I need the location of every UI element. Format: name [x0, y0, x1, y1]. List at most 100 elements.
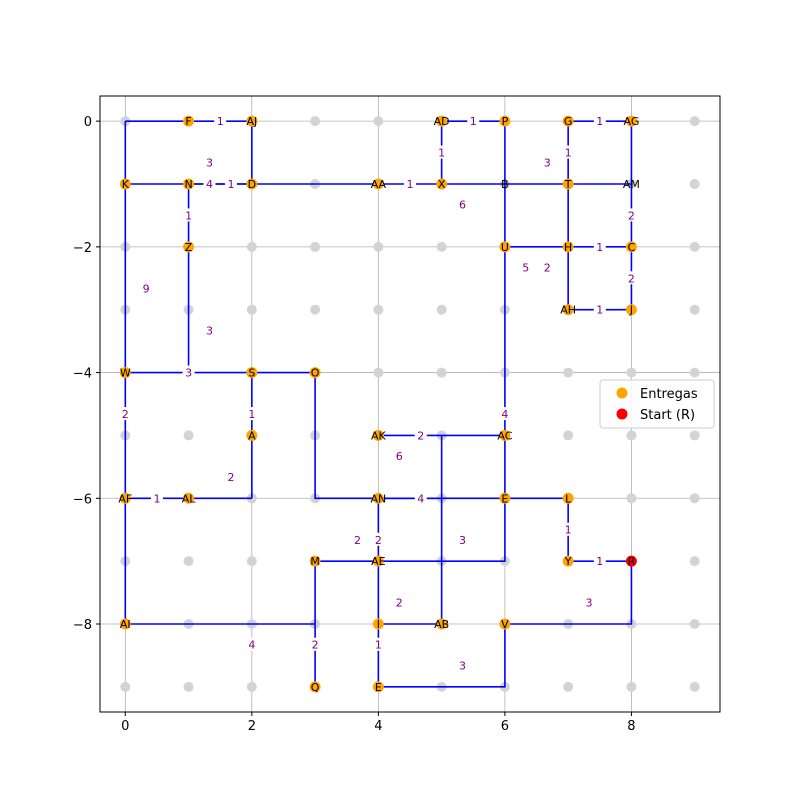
- axes-frame: [99, 95, 721, 713]
- node-label: S: [248, 367, 255, 380]
- delivery-node: [183, 115, 195, 127]
- lattice-node: [120, 681, 131, 692]
- edge-weight-label: 9: [143, 282, 150, 295]
- weight-label-bg: [224, 469, 237, 483]
- lattice-node: [436, 241, 447, 252]
- lattice-node: [626, 430, 637, 441]
- node-label: W: [120, 367, 131, 380]
- lattice-node: [689, 304, 700, 315]
- lattice-node: [689, 556, 700, 567]
- lattice-node: [246, 681, 257, 692]
- edge-weight-label: 3: [459, 534, 466, 547]
- weight-label-bg: [182, 208, 195, 222]
- delivery-node: [499, 241, 511, 253]
- edge-weight-label: 2: [544, 262, 551, 275]
- edge-weight-label: 1: [565, 524, 572, 537]
- delivery-node: [499, 492, 511, 504]
- edge-weight-label: 1: [565, 147, 572, 160]
- node-label: C: [628, 241, 636, 254]
- lattice-node: [183, 681, 194, 692]
- delivery-node: [562, 115, 574, 127]
- edge-weight-label: 1: [248, 408, 255, 421]
- lattice-node: [310, 241, 321, 252]
- node-label: AB: [434, 618, 449, 631]
- node-label: N: [184, 178, 192, 191]
- weight-label-bg: [498, 407, 511, 421]
- lattice-node: [436, 367, 447, 378]
- lattice-node: [373, 367, 384, 378]
- edge-weight-label: 1: [227, 178, 234, 191]
- edge-weight-label: 4: [417, 492, 424, 505]
- delivery-node: [499, 429, 511, 441]
- weight-label-bg: [625, 271, 638, 285]
- node-label: F: [185, 115, 191, 128]
- weight-label-bg: [372, 532, 385, 546]
- lattice-node: [689, 367, 700, 378]
- delivery-node: [246, 178, 258, 190]
- lattice-node: [183, 430, 194, 441]
- lattice-node: [183, 556, 194, 567]
- route-edge: [504, 561, 633, 625]
- edge-weight-label: 3: [206, 324, 213, 337]
- edge-weight-label: 2: [628, 209, 635, 222]
- delivery-node: [119, 367, 131, 379]
- edge-weight-label: 1: [153, 492, 160, 505]
- lattice-node: [689, 179, 700, 189]
- delivery-node: [246, 367, 258, 379]
- node-label: Q: [311, 681, 320, 694]
- lattice-node: [373, 116, 384, 127]
- weight-label-bg: [541, 155, 554, 169]
- weight-label-bg: [245, 637, 258, 651]
- delivery-node: [309, 681, 321, 693]
- node-label: L: [565, 492, 572, 505]
- node-label: AA: [371, 178, 387, 191]
- delivery-node: [183, 492, 195, 504]
- delivery-node: [309, 367, 321, 379]
- graph-nodes: [119, 115, 637, 693]
- weight-label-bg: [562, 145, 575, 159]
- lattice-node: [563, 681, 574, 692]
- start-node: [625, 555, 637, 567]
- y-tick-label: −2: [73, 241, 92, 256]
- node-label: AJ: [246, 115, 257, 128]
- delivery-node: [436, 115, 448, 127]
- edge-weight-label: 1: [596, 115, 603, 128]
- delivery-node: [436, 178, 448, 190]
- lattice-node: [626, 367, 637, 378]
- x-tick-label: 0: [121, 719, 129, 734]
- delivery-node: [562, 304, 574, 316]
- lattice-node: [373, 241, 384, 252]
- edge-weight-label: 2: [227, 471, 234, 484]
- weight-label-bg: [435, 145, 448, 159]
- delivery-node: [183, 178, 195, 190]
- axis-ticks: 0 2 4 6 8 0 −2 −4 −6 −8: [73, 115, 636, 734]
- lattice-node: [246, 241, 257, 252]
- node-label: AD: [434, 115, 450, 128]
- edge-weight-label: 1: [596, 555, 603, 568]
- edge-weight-label: 4: [501, 408, 508, 421]
- node-label: AE: [371, 555, 386, 568]
- delivery-node: [372, 618, 384, 630]
- edge-weight-label: 5: [522, 262, 529, 275]
- edge-weight-label: 1: [596, 304, 603, 317]
- node-label: E: [501, 492, 508, 505]
- edge-weight-label: 4: [248, 639, 255, 652]
- delivery-node: [119, 492, 131, 504]
- delivery-node: [372, 492, 384, 504]
- delivery-node: [499, 115, 511, 127]
- route-edge: [378, 624, 506, 688]
- lattice-node: [689, 493, 700, 504]
- route-edge: [378, 246, 506, 562]
- delivery-node: [119, 178, 131, 190]
- delivery-node: [246, 115, 258, 127]
- lattice-node: [246, 304, 257, 315]
- x-tick-label: 2: [248, 719, 256, 734]
- y-tick-label: −4: [73, 367, 92, 382]
- node-label: K: [122, 178, 130, 191]
- edge-weight-label: 1: [217, 115, 224, 128]
- node-label: Z: [185, 241, 193, 254]
- node-label: I: [377, 618, 380, 631]
- lattice-node: [563, 430, 574, 441]
